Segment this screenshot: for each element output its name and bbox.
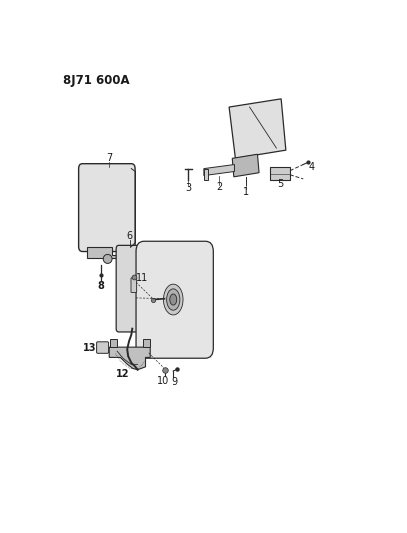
Ellipse shape [164, 284, 183, 315]
Text: 10: 10 [157, 376, 169, 386]
Text: 1: 1 [243, 187, 249, 197]
Text: 7: 7 [106, 154, 112, 163]
Text: 6: 6 [127, 231, 133, 241]
FancyBboxPatch shape [270, 166, 290, 180]
Polygon shape [87, 247, 128, 264]
Text: 3: 3 [185, 183, 191, 193]
Ellipse shape [119, 256, 125, 262]
FancyBboxPatch shape [136, 241, 213, 358]
Polygon shape [232, 154, 259, 177]
Polygon shape [143, 339, 150, 347]
Polygon shape [110, 339, 117, 347]
FancyBboxPatch shape [131, 278, 137, 293]
Ellipse shape [103, 254, 112, 263]
Text: 4: 4 [309, 163, 315, 172]
FancyBboxPatch shape [79, 164, 135, 252]
Text: 12: 12 [116, 369, 129, 379]
Text: 9: 9 [171, 377, 177, 386]
Polygon shape [229, 99, 286, 158]
Text: 8J71 600A: 8J71 600A [63, 74, 130, 87]
FancyBboxPatch shape [116, 245, 167, 332]
Text: 2: 2 [216, 182, 222, 192]
FancyBboxPatch shape [96, 342, 109, 353]
Text: 13: 13 [83, 343, 96, 353]
Text: 11: 11 [136, 273, 149, 283]
Ellipse shape [170, 294, 177, 305]
Ellipse shape [166, 289, 180, 310]
Text: 8: 8 [97, 280, 104, 290]
Polygon shape [204, 168, 208, 180]
Polygon shape [204, 165, 234, 175]
Text: 5: 5 [278, 179, 284, 189]
Polygon shape [109, 347, 150, 370]
